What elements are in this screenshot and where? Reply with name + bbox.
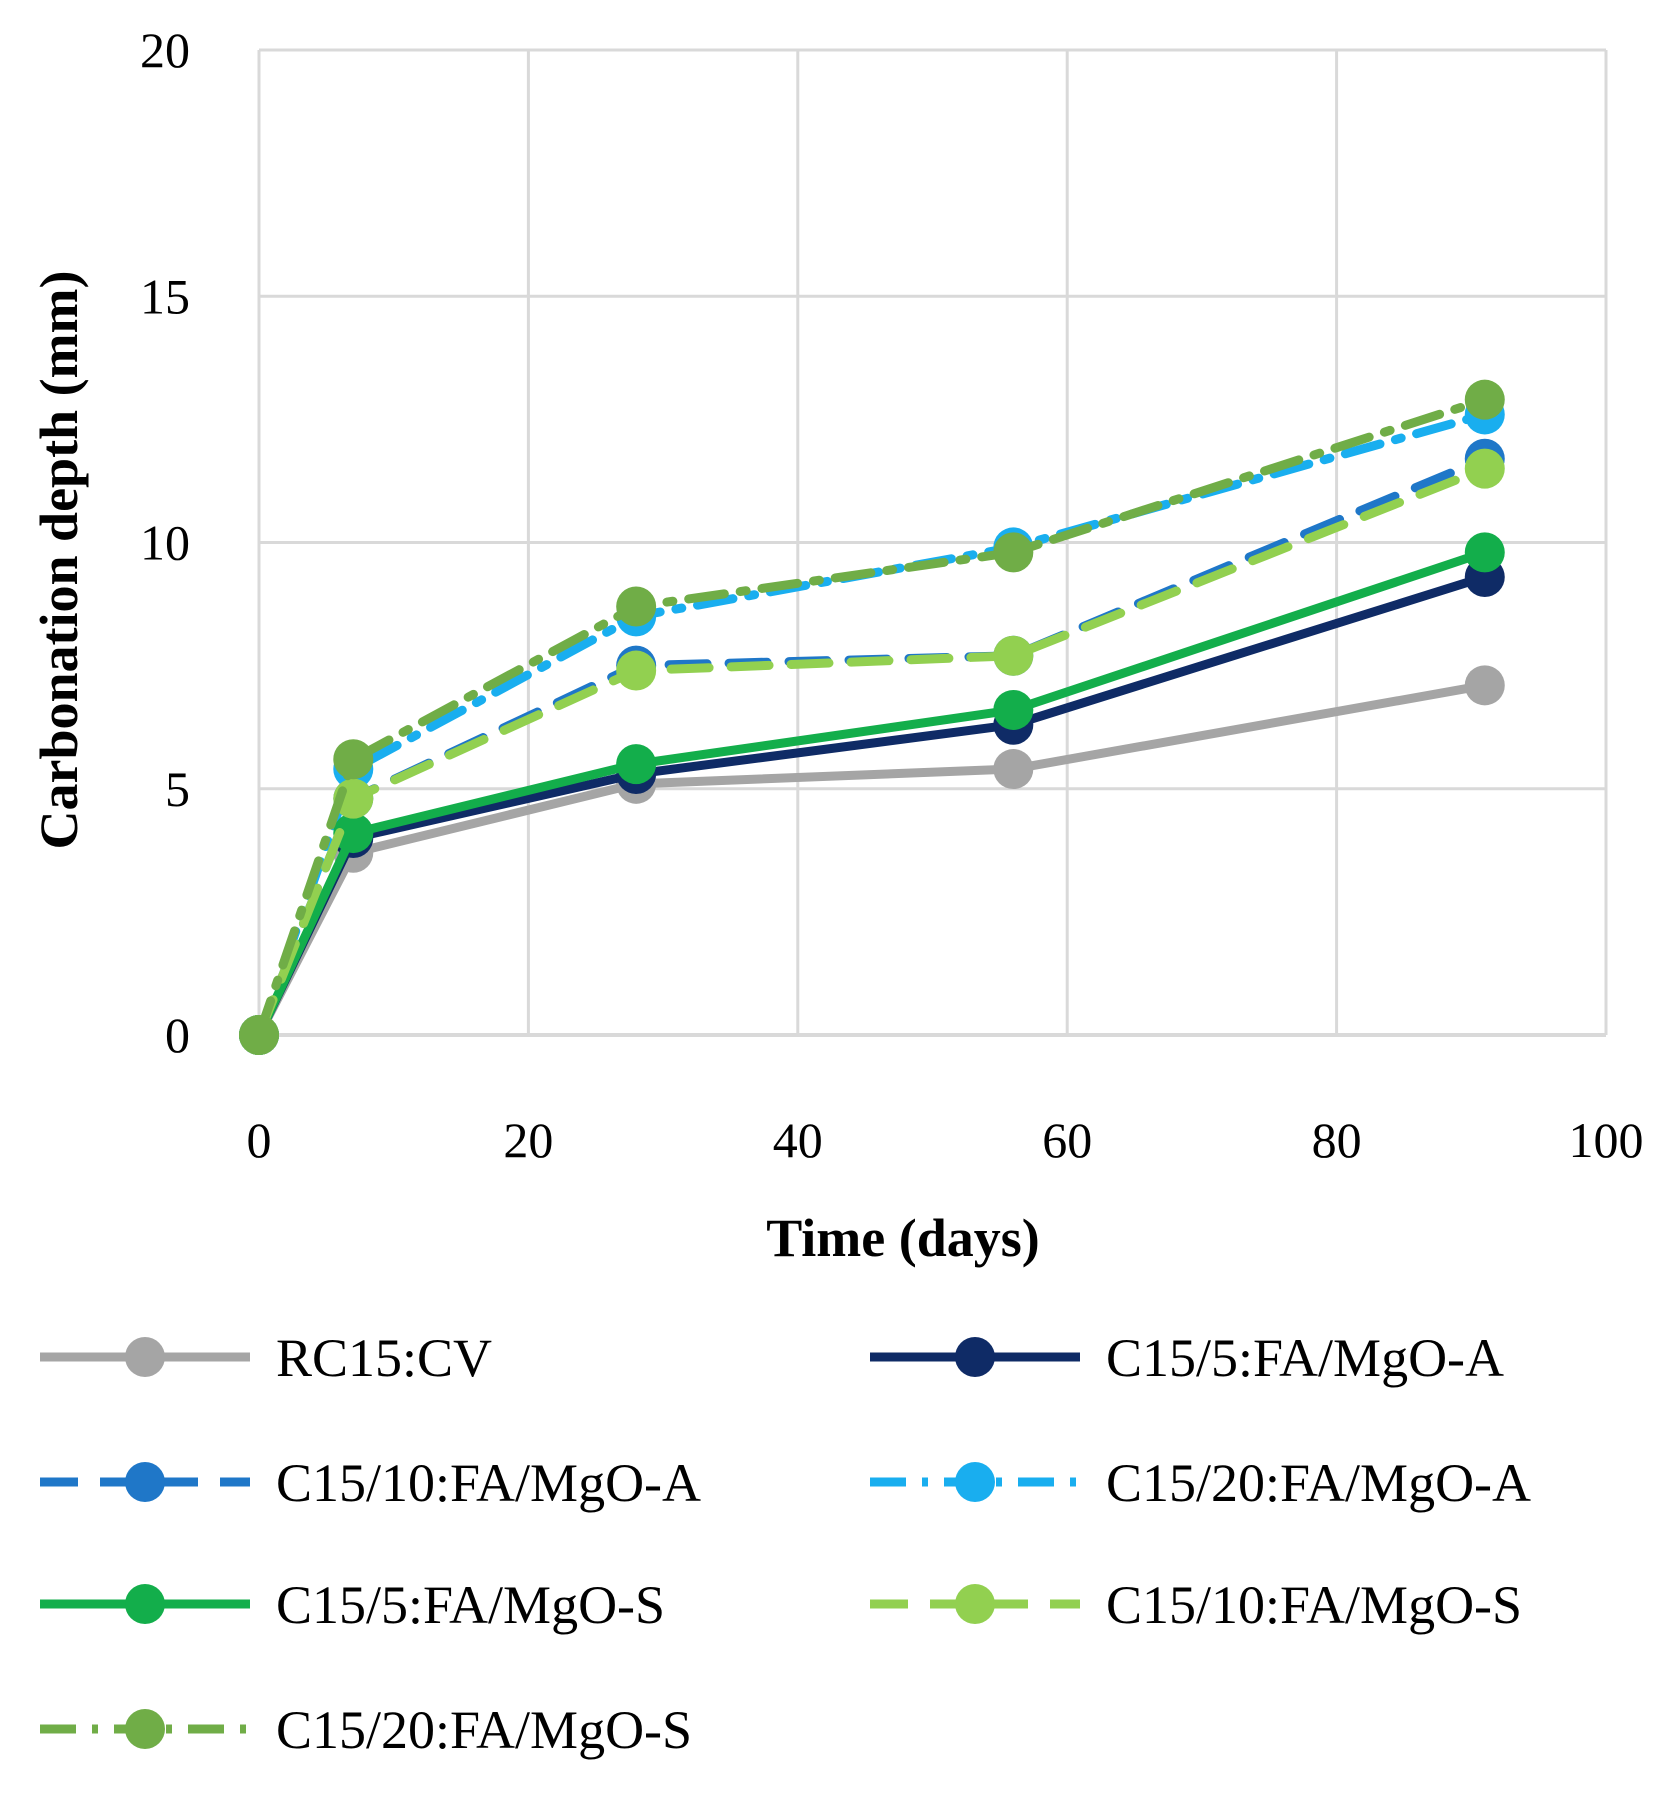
x-tick-label: 0 — [247, 1112, 272, 1168]
data-point — [616, 744, 657, 785]
legend-item: C15/5:FA/MgO-A — [870, 1328, 1504, 1388]
x-tick-label: 80 — [1312, 1112, 1362, 1168]
legend-marker — [125, 1709, 165, 1749]
data-point — [616, 586, 657, 627]
legend-marker — [955, 1337, 995, 1377]
legend-item: RC15:CV — [40, 1328, 492, 1388]
legend-item: C15/10:FA/MgO-S — [870, 1575, 1522, 1635]
legend-marker — [955, 1584, 995, 1624]
x-tick-label: 60 — [1042, 1112, 1092, 1168]
series-5 — [239, 448, 1505, 1055]
data-point — [993, 749, 1034, 790]
x-tick-label: 40 — [773, 1112, 823, 1168]
series-line — [254, 409, 1490, 1040]
legend-marker — [125, 1584, 165, 1624]
data-point — [1464, 532, 1505, 573]
data-point — [1464, 448, 1505, 489]
series-1 — [239, 556, 1505, 1055]
series-line — [254, 464, 1490, 1040]
data-point — [993, 532, 1034, 573]
legend-marker — [955, 1462, 995, 1502]
legend-marker — [125, 1462, 165, 1502]
y-axis-title: Carbonation depth (mm) — [29, 270, 89, 849]
data-point — [1464, 379, 1505, 420]
series-line — [254, 547, 1490, 1040]
legend-label: C15/5:FA/MgO-S — [276, 1575, 665, 1635]
data-point — [993, 635, 1034, 676]
series-line — [254, 572, 1490, 1040]
legend-item: C15/5:FA/MgO-S — [40, 1575, 665, 1635]
legend-item: C15/20:FA/MgO-A — [870, 1453, 1531, 1513]
legend-label: C15/5:FA/MgO-A — [1106, 1328, 1504, 1388]
series-4 — [239, 532, 1505, 1055]
grid-lines — [257, 48, 1608, 1037]
y-tick-label: 20 — [140, 22, 190, 78]
legend-marker — [125, 1337, 165, 1377]
series-6 — [239, 379, 1505, 1055]
x-tick-label: 100 — [1569, 1112, 1644, 1168]
legend-label: C15/10:FA/MgO-A — [276, 1453, 701, 1513]
data-point — [333, 739, 374, 780]
x-axis-title: Time (days) — [766, 1208, 1040, 1268]
legend: RC15:CV C15/5:FA/MgO-A C15/10:FA/MgO-A C15/… — [40, 1328, 1531, 1760]
series-3 — [239, 394, 1505, 1055]
data-point — [239, 1015, 279, 1055]
legend-item: C15/20:FA/MgO-S — [40, 1700, 692, 1760]
y-tick-label: 15 — [140, 268, 190, 324]
x-tick-label: 20 — [503, 1112, 553, 1168]
series-lines — [239, 379, 1505, 1055]
series-line — [254, 680, 1490, 1040]
tick-labels: 0 20 40 60 80 100 0 5 10 15 20 — [140, 22, 1644, 1168]
legend-label: C15/20:FA/MgO-A — [1106, 1453, 1531, 1513]
legend-label: RC15:CV — [276, 1328, 492, 1388]
y-tick-label: 5 — [165, 761, 190, 817]
legend-label: C15/10:FA/MgO-S — [1106, 1575, 1522, 1635]
data-point — [333, 813, 374, 854]
legend-label: C15/20:FA/MgO-S — [276, 1700, 692, 1760]
data-point — [616, 650, 657, 691]
y-tick-label: 0 — [165, 1007, 190, 1063]
y-tick-label: 10 — [140, 515, 190, 571]
legend-item: C15/10:FA/MgO-A — [40, 1453, 701, 1513]
data-point — [1464, 665, 1505, 706]
data-point — [993, 689, 1034, 730]
